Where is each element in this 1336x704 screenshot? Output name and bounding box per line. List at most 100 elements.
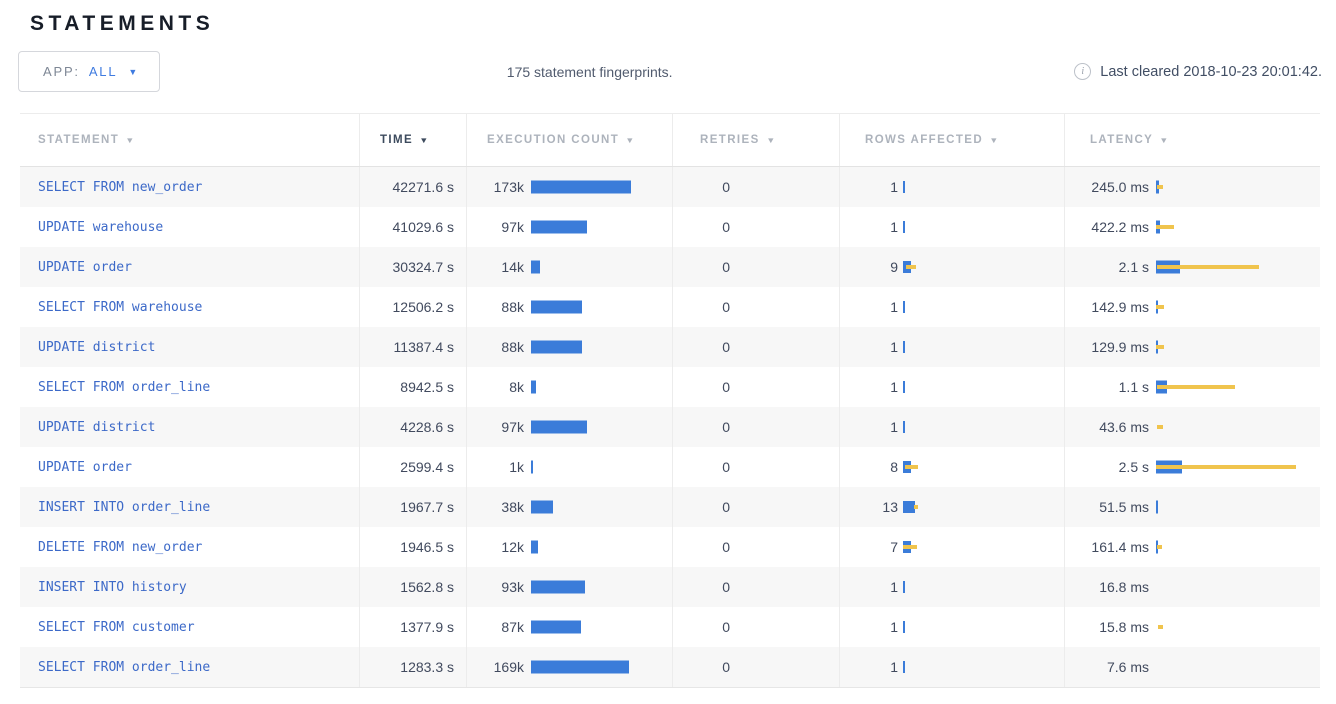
time-value: 12506.2 s xyxy=(360,287,467,327)
latency-stddev-bar xyxy=(1157,265,1259,269)
latency-bar xyxy=(1156,500,1158,514)
table-row: INSERT INTO order_line 1967.7 s 38k 0 13… xyxy=(20,487,1320,527)
time-value: 11387.4 s xyxy=(360,327,467,367)
statement-link[interactable]: INSERT INTO order_line xyxy=(38,499,211,515)
time-value: 8942.5 s xyxy=(360,367,467,407)
last-cleared-text: Last cleared 2018-10-23 20:01:42. xyxy=(1100,63,1322,80)
statement-link[interactable]: SELECT FROM new_order xyxy=(38,179,203,195)
statement-link[interactable]: SELECT FROM order_line xyxy=(38,379,211,395)
toolbar: APP: ALL ▼ 175 statement fingerprints. i… xyxy=(18,51,1322,92)
latency-stddev-bar xyxy=(1156,225,1174,229)
column-header-execution-count[interactable]: EXECUTION COUNT ▼ xyxy=(467,114,673,166)
column-header-retries[interactable]: RETRIES ▼ xyxy=(673,114,840,166)
latency-value: 1.1 s xyxy=(1118,379,1149,395)
sort-arrow-icon: ▼ xyxy=(625,135,637,145)
sort-arrow-icon: ▼ xyxy=(125,135,137,145)
execution-count-value: 38k xyxy=(501,499,524,515)
statement-link[interactable]: UPDATE order xyxy=(38,459,132,475)
rows-affected-stddev-bar xyxy=(905,465,918,469)
execution-count-bar xyxy=(531,180,631,194)
table-row: SELECT FROM order_line 8942.5 s 8k 0 1 1… xyxy=(20,367,1320,407)
time-value: 2599.4 s xyxy=(360,447,467,487)
rows-affected-value: 1 xyxy=(890,579,898,595)
table-row: INSERT INTO history 1562.8 s 93k 0 1 16.… xyxy=(20,567,1320,607)
page-title: STATEMENTS xyxy=(30,12,215,35)
time-value: 42271.6 s xyxy=(360,167,467,207)
execution-count-bar xyxy=(531,260,540,274)
rows-affected-bar xyxy=(903,301,905,313)
app-filter-dropdown[interactable]: APP: ALL ▼ xyxy=(18,51,161,92)
retries-value: 0 xyxy=(722,219,730,235)
table-row: SELECT FROM warehouse 12506.2 s 88k 0 1 … xyxy=(20,287,1320,327)
time-value: 1946.5 s xyxy=(360,527,467,567)
table-row: SELECT FROM customer 1377.9 s 87k 0 1 15… xyxy=(20,607,1320,647)
latency-value: 16.8 ms xyxy=(1099,579,1149,595)
time-value: 1283.3 s xyxy=(360,647,467,687)
rows-affected-bar xyxy=(903,181,905,193)
rows-affected-bar xyxy=(903,501,915,513)
rows-affected-value: 1 xyxy=(890,419,898,435)
table-row: DELETE FROM new_order 1946.5 s 12k 0 7 1… xyxy=(20,527,1320,567)
column-header-time[interactable]: TIME ▼ xyxy=(360,114,467,166)
execution-count-value: 1k xyxy=(509,459,524,475)
statement-link[interactable]: UPDATE warehouse xyxy=(38,219,164,235)
latency-value: 51.5 ms xyxy=(1099,499,1149,515)
sort-arrow-icon: ▼ xyxy=(1159,135,1171,145)
time-value: 41029.6 s xyxy=(360,207,467,247)
latency-value: 15.8 ms xyxy=(1099,619,1149,635)
retries-value: 0 xyxy=(722,459,730,475)
column-header-latency[interactable]: LATENCY ▼ xyxy=(1090,134,1171,146)
app-filter-label: APP: xyxy=(43,64,80,79)
statement-link[interactable]: UPDATE district xyxy=(38,339,156,355)
time-value: 1377.9 s xyxy=(360,607,467,647)
rows-affected-bar xyxy=(903,661,905,673)
table-row: SELECT FROM new_order 42271.6 s 173k 0 1… xyxy=(20,167,1320,207)
latency-value: 7.6 ms xyxy=(1106,659,1149,675)
latency-stddev-bar xyxy=(1156,465,1296,469)
rows-affected-value: 9 xyxy=(890,259,898,275)
execution-count-value: 12k xyxy=(501,539,524,555)
rows-affected-bar xyxy=(903,421,905,433)
table-row: UPDATE district 11387.4 s 88k 0 1 129.9 … xyxy=(20,327,1320,367)
statement-link[interactable]: SELECT FROM warehouse xyxy=(38,299,203,315)
retries-value: 0 xyxy=(722,379,730,395)
statement-link[interactable]: INSERT INTO history xyxy=(38,579,187,595)
sort-arrow-icon: ▼ xyxy=(419,135,431,145)
retries-value: 0 xyxy=(722,659,730,675)
rows-affected-value: 1 xyxy=(890,379,898,395)
statement-link[interactable]: SELECT FROM order_line xyxy=(38,659,211,675)
latency-value: 161.4 ms xyxy=(1091,539,1149,555)
info-icon[interactable]: i xyxy=(1074,63,1092,80)
table-body: SELECT FROM new_order 42271.6 s 173k 0 1… xyxy=(20,167,1320,687)
time-value: 30324.7 s xyxy=(360,247,467,287)
execution-count-value: 93k xyxy=(501,579,524,595)
statement-link[interactable]: UPDATE district xyxy=(38,419,156,435)
table-row: UPDATE district 4228.6 s 97k 0 1 43.6 ms xyxy=(20,407,1320,447)
execution-count-bar xyxy=(531,660,629,674)
retries-value: 0 xyxy=(722,499,730,515)
statement-link[interactable]: SELECT FROM customer xyxy=(38,619,195,635)
rows-affected-bar xyxy=(903,341,905,353)
execution-count-value: 169k xyxy=(493,659,524,675)
statement-link[interactable]: UPDATE order xyxy=(38,259,132,275)
statements-table: STATEMENT ▼ TIME ▼ EXECUTION COUNT ▼ RET… xyxy=(20,113,1320,688)
retries-value: 0 xyxy=(722,339,730,355)
retries-value: 0 xyxy=(722,619,730,635)
latency-stddev-bar xyxy=(1156,345,1164,349)
retries-value: 0 xyxy=(722,419,730,435)
statement-link[interactable]: DELETE FROM new_order xyxy=(38,539,203,555)
execution-count-value: 97k xyxy=(501,219,524,235)
table-row: UPDATE warehouse 41029.6 s 97k 0 1 422.2… xyxy=(20,207,1320,247)
latency-stddev-bar xyxy=(1157,545,1162,549)
rows-affected-value: 1 xyxy=(890,179,898,195)
execution-count-bar xyxy=(531,220,587,234)
time-value: 1967.7 s xyxy=(360,487,467,527)
rows-affected-stddev-bar xyxy=(914,505,918,509)
sort-arrow-icon: ▼ xyxy=(989,135,1001,145)
execution-count-bar xyxy=(531,580,585,594)
latency-stddev-bar xyxy=(1158,625,1163,629)
column-header-statement[interactable]: STATEMENT ▼ xyxy=(20,114,360,166)
statement-fingerprints-summary: 175 statement fingerprints. xyxy=(506,63,673,80)
column-header-rows-affected[interactable]: ROWS AFFECTED ▼ xyxy=(840,114,1065,166)
execution-count-value: 88k xyxy=(501,299,524,315)
